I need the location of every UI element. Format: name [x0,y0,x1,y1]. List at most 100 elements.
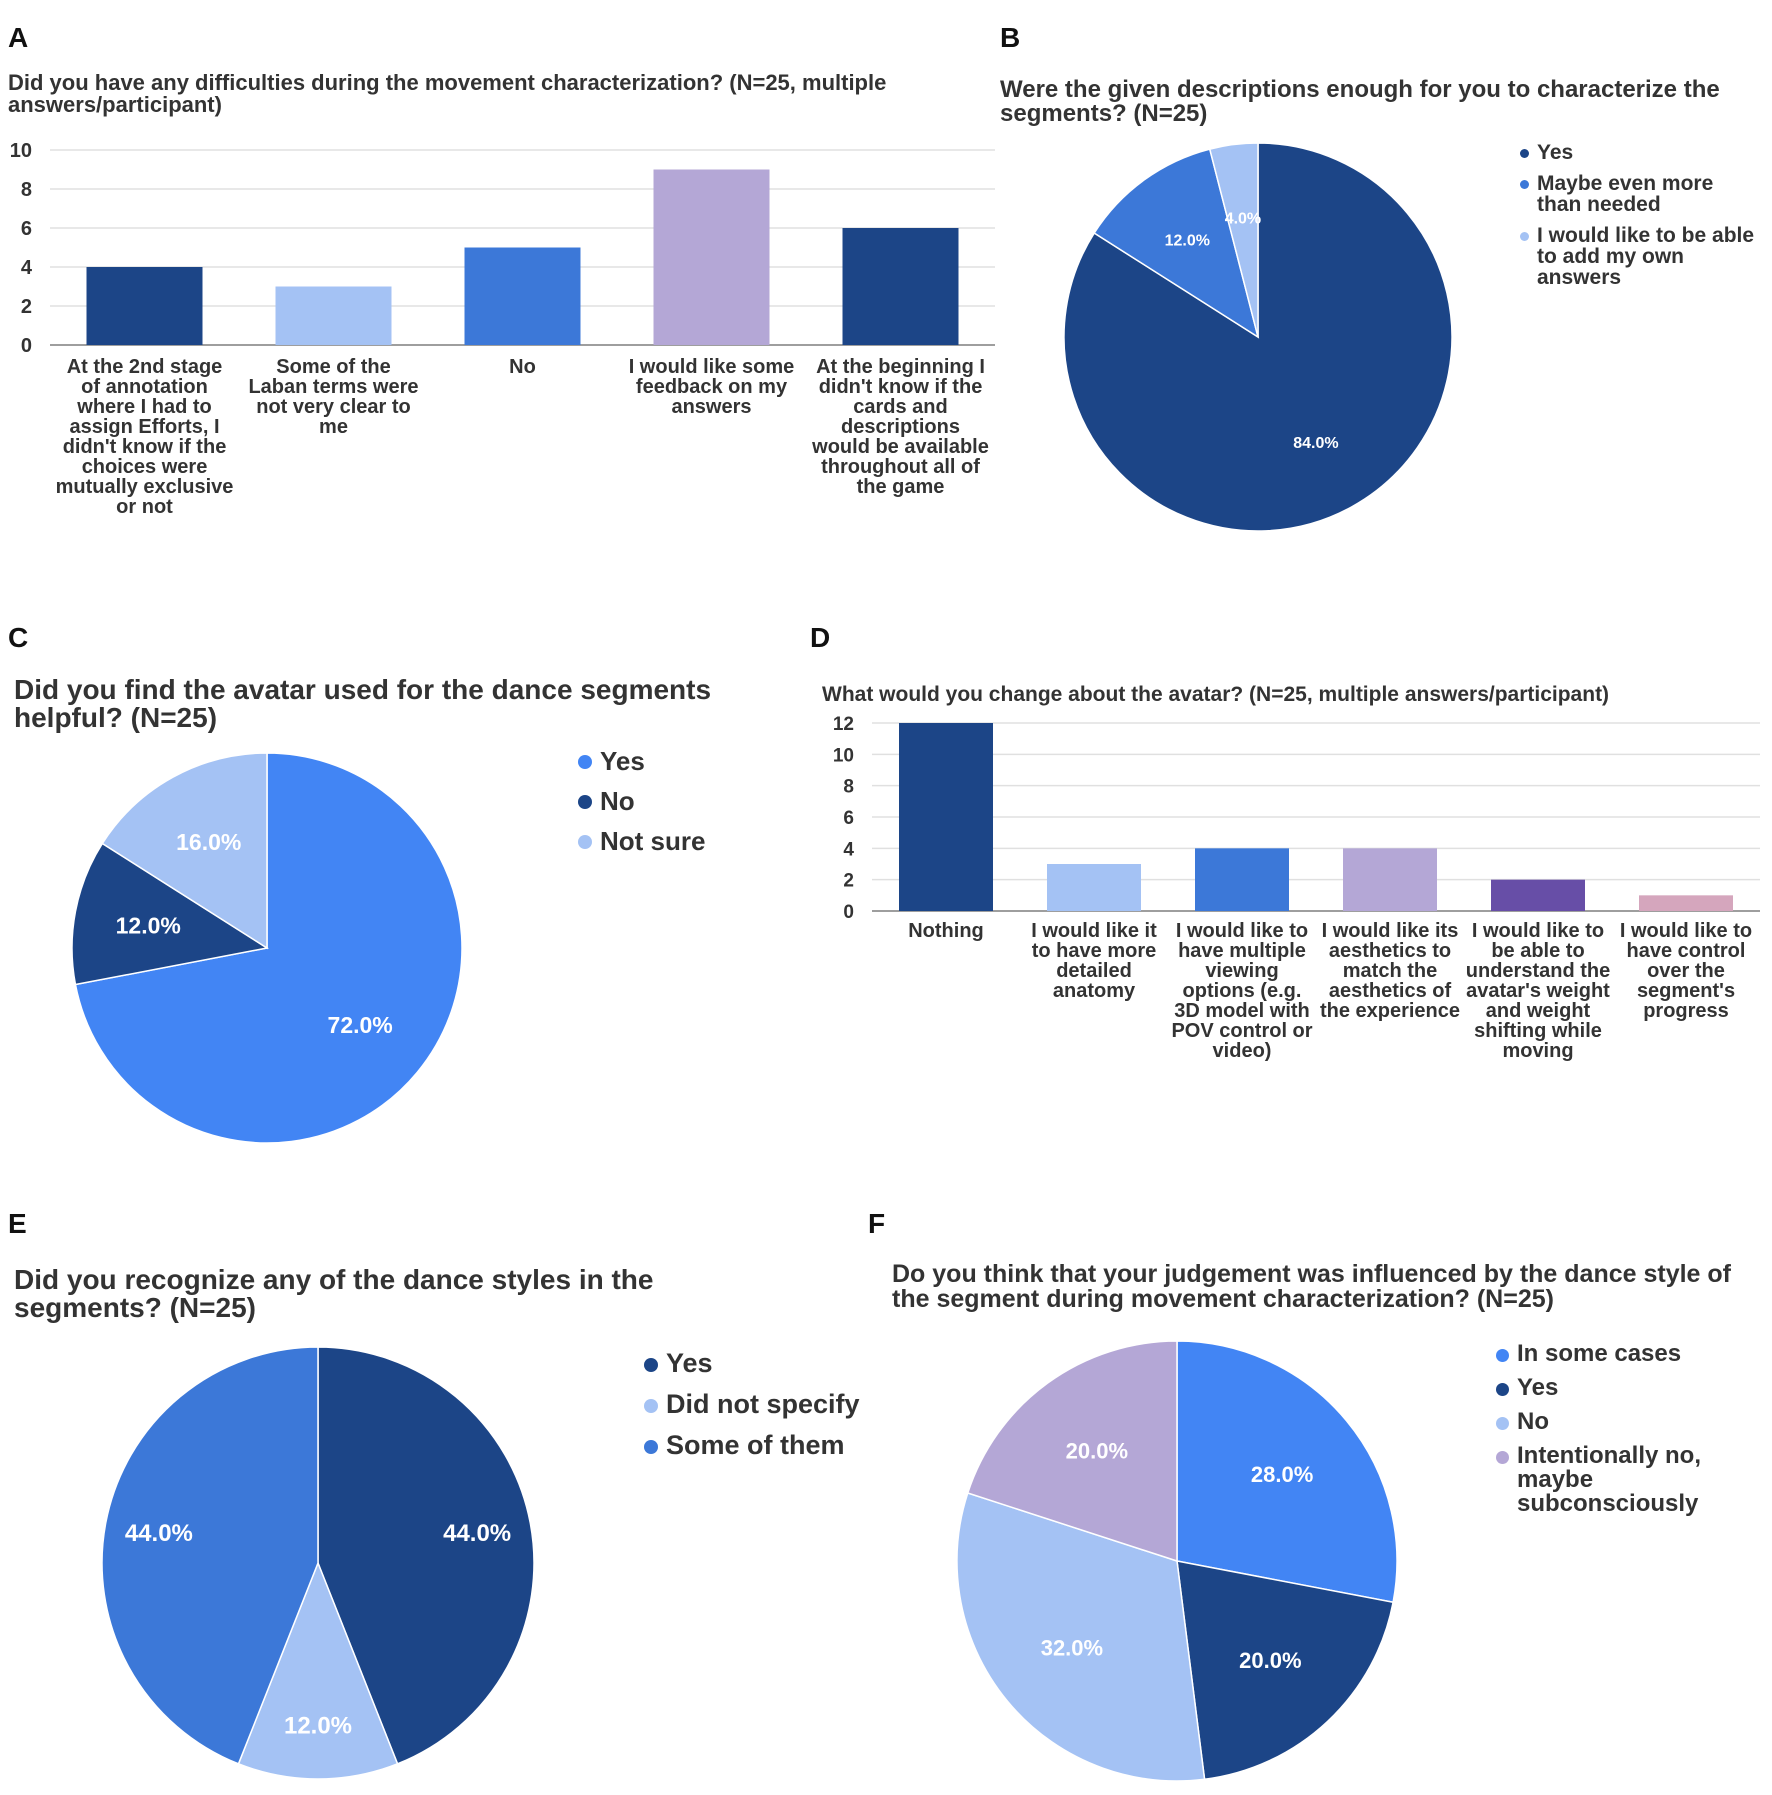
legend-b: Yes Maybe even more than needed I would li… [1520,142,1760,298]
legend-swatch-icon [578,755,592,769]
y-tick-label: 10 [833,745,854,766]
slice-value-label: 20.0% [1066,1438,1128,1463]
bar [842,228,959,345]
legend-item: In some cases [1496,1342,1766,1366]
legend-item: Yes [1496,1376,1766,1400]
legend-swatch-icon [1520,180,1529,189]
legend-f: In some cases Yes No Intentionally no, mayb… [1496,1342,1766,1526]
bar [653,169,770,345]
slice-value-label: 12.0% [284,1712,352,1739]
slice-value-label: 72.0% [328,1012,393,1038]
pie-slice [71,842,270,986]
bar [1491,879,1585,911]
pie-slice [1176,1560,1394,1781]
slice-value-label: 84.0% [1293,435,1338,452]
panel-label-c: C [8,622,29,653]
legend-item: Maybe even more than needed [1520,173,1760,215]
y-tick-label: 4 [843,839,854,860]
chart-title-c: Did you find the avatar used for the dan… [14,674,712,733]
legend-item: Yes [1520,142,1760,163]
legend-label: Intentionally no, maybe subconsciously [1517,1442,1701,1517]
chart-title-a: Did you have any difficulties during the… [8,70,887,117]
bar [86,267,203,345]
legend-swatch-icon [644,1358,658,1372]
legend-swatch-icon [1496,1383,1509,1396]
legend-swatch-icon [1496,1349,1509,1362]
pie-slice [101,1346,319,1765]
panel-label-e: E [8,1208,27,1239]
legend-label: In some cases [1517,1340,1682,1367]
bar [1195,848,1289,911]
panel-label-f: F [868,1208,886,1239]
legend-label: Not sure [600,826,706,856]
pie-slice [74,752,463,1144]
bar [899,723,993,911]
slice-value-label: 44.0% [443,1520,511,1547]
y-tick-label: 2 [21,296,32,318]
y-tick-label: 4 [21,257,33,279]
legend-item: No [1496,1410,1766,1434]
category-label: At the beginning I didn't know if the ca… [812,356,989,498]
pie-slice [956,1492,1206,1782]
pie-slice [1176,1340,1398,1604]
legend-item: Not sure [578,828,798,854]
y-tick-label: 0 [843,902,854,923]
category-label: I would like some feedback on my answers [628,356,795,418]
y-tick-label: 2 [843,871,854,892]
slice-value-label: 12.0% [116,912,181,938]
legend-label: I would like to be able to add my own an… [1537,224,1755,289]
legend-item: No [578,788,798,814]
pie-slice [1208,142,1259,338]
legend-swatch-icon [1520,232,1529,241]
panel-label-a: A [8,22,29,53]
y-tick-label: 10 [10,140,32,162]
legend-label: No [600,786,635,816]
pie-slice [317,1346,535,1765]
legend-item: Did not specify [644,1391,904,1418]
category-label: I would like to be able to understand th… [1465,920,1611,1062]
legend-c: Yes No Not sure [578,748,798,868]
legend-label: Yes [600,746,645,776]
y-tick-label: 6 [21,218,32,240]
bar [1343,848,1437,911]
legend-label: Did not specify [666,1389,860,1419]
category-label: I would like to have multiple viewing op… [1171,920,1313,1062]
category-label: Nothing [908,920,984,942]
y-tick-label: 6 [843,808,854,829]
bar [275,286,392,345]
y-tick-label: 8 [843,777,854,798]
legend-item: I would like to be able to add my own an… [1520,225,1760,288]
pie-slice [237,1560,399,1780]
legend-swatch-icon [1520,149,1529,158]
panel-label-b: B [1000,22,1021,53]
legend-label: Yes [1517,1374,1559,1401]
legend-swatch-icon [578,795,592,809]
legend-swatch-icon [644,1399,658,1413]
legend-swatch-icon [644,1440,658,1454]
y-tick-label: 8 [21,179,32,201]
chart-title-f: Do you think that your judgement was inf… [892,1260,1732,1313]
slice-value-label: 20.0% [1239,1648,1301,1673]
legend-label: Yes [1537,141,1574,164]
legend-label: Yes [666,1348,713,1378]
pie-slice [101,752,268,950]
legend-swatch-icon [1496,1417,1509,1430]
category-label: I would like to have control over the se… [1619,920,1753,1022]
chart-title-d: What would you change about the avatar? … [822,683,1610,706]
legend-item: Some of them [644,1432,904,1459]
legend-e: Yes Did not specify Some of them [644,1350,904,1473]
slice-value-label: 28.0% [1251,1462,1313,1487]
category-label: I would like its aesthetics to match the… [1319,920,1461,1022]
category-label: At the 2nd stage of annotation where I h… [55,356,234,518]
pie-slice [1093,148,1260,339]
panel-label-d: D [810,622,831,653]
chart-title-e: Did you recognize any of the dance style… [14,1264,654,1323]
y-tick-label: 0 [21,335,32,357]
category-label: No [509,356,536,378]
slice-value-label: 4.0% [1225,210,1261,227]
legend-swatch-icon [578,835,592,849]
